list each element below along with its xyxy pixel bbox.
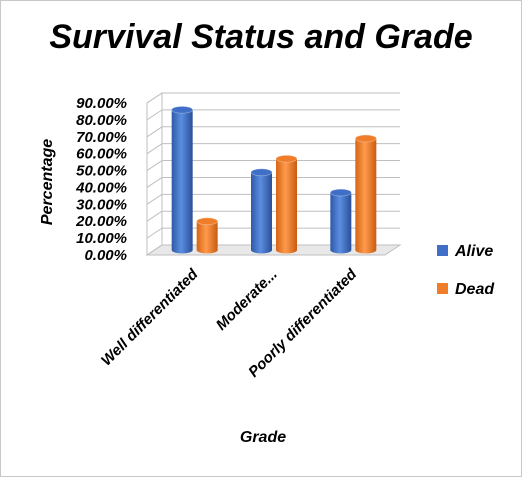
legend-label-alive: Alive [454, 243, 493, 260]
y-tick-label: 40.00% [75, 179, 127, 196]
x-tick-label: Moderate... [213, 266, 281, 334]
y-tick-label: 90.00% [76, 95, 127, 112]
y-tick-label: 30.00% [76, 196, 127, 213]
bar-dead [276, 158, 297, 254]
legend: Alive Dead [437, 243, 495, 298]
axis-labels: 0.00%10.00%20.00%30.00%40.00%50.00%60.00… [39, 95, 361, 446]
bar-top-alive [171, 105, 194, 114]
bar-top-dead [354, 134, 377, 143]
bar-dead [196, 221, 218, 254]
gridline-side [146, 160, 163, 171]
gridline-side [146, 109, 163, 121]
y-axis-label: Percentage [39, 139, 56, 225]
bar-alive [171, 109, 193, 254]
legend-label-dead: Dead [455, 281, 495, 298]
gridline-side [146, 244, 163, 256]
x-tick-label: Well differentiated [98, 265, 202, 369]
bar-top-alive [250, 168, 273, 177]
gridline-side [146, 177, 163, 188]
bar-dead [355, 138, 377, 254]
gridline-side [146, 126, 163, 138]
bar-top-alive [329, 188, 352, 197]
legend-swatch-dead [437, 283, 448, 294]
bar-top-dead [275, 154, 298, 163]
y-tick-label: 10.00% [76, 230, 127, 247]
y-tick-label: 0.00% [84, 247, 127, 264]
y-tick-label: 50.00% [76, 163, 127, 180]
gridline-side [146, 92, 163, 104]
legend-swatch-alive [437, 245, 448, 256]
gridline-side [146, 227, 163, 239]
y-tick-label: 20.00% [75, 213, 127, 230]
y-tick-label: 80.00% [76, 112, 127, 129]
bar-top-dead [196, 217, 219, 226]
bar-alive [251, 172, 272, 254]
y-tick-label: 70.00% [76, 129, 127, 146]
side-wall [146, 92, 163, 256]
chart-title: Survival Status and Grade [49, 18, 473, 56]
bars [171, 105, 377, 254]
gridline-side [146, 210, 163, 222]
gridline-side [146, 143, 163, 155]
y-tick-label: 60.00% [76, 146, 127, 163]
x-axis-label: Grade [240, 429, 286, 446]
gridline-side [146, 193, 163, 205]
bar-alive [330, 192, 352, 254]
